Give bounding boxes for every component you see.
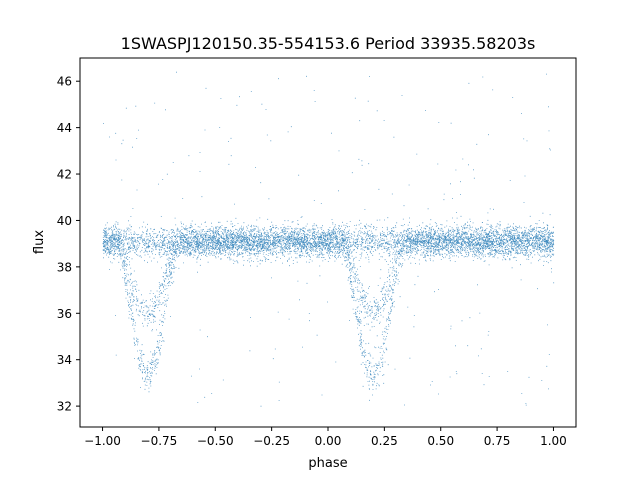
chart-title: 1SWASPJ120150.35-554153.6 Period 33935.5… <box>121 34 536 53</box>
y-tick-label: 44 <box>57 121 72 135</box>
y-tick-label: 40 <box>57 214 72 228</box>
x-axis-ticks: −1.00 −0.75 −0.50 −0.25 0.00 0.25 0.50 0.75 1.00 <box>84 427 567 448</box>
y-tick-label: 36 <box>57 307 72 321</box>
x-tick-label: 0.50 <box>427 434 454 448</box>
y-tick-label: 38 <box>57 260 72 274</box>
x-tick-label: −0.50 <box>197 434 234 448</box>
x-tick-label: 0.00 <box>315 434 342 448</box>
x-tick-label: −1.00 <box>84 434 121 448</box>
y-axis-ticks: 32 34 36 38 40 42 44 46 <box>57 75 80 414</box>
y-tick-label: 46 <box>57 75 72 89</box>
x-tick-label: 0.25 <box>371 434 398 448</box>
y-tick-label: 34 <box>57 353 72 367</box>
x-axis-label: phase <box>308 456 347 471</box>
y-tick-label: 42 <box>57 168 72 182</box>
flux-point-cloud <box>102 71 555 407</box>
x-tick-label: 1.00 <box>540 434 567 448</box>
y-axis-label: flux <box>32 230 47 254</box>
y-tick-label: 32 <box>57 400 72 414</box>
x-tick-label: −0.75 <box>141 434 178 448</box>
data-points <box>102 71 555 407</box>
x-tick-label: −0.25 <box>253 434 290 448</box>
x-tick-label: 0.75 <box>484 434 511 448</box>
